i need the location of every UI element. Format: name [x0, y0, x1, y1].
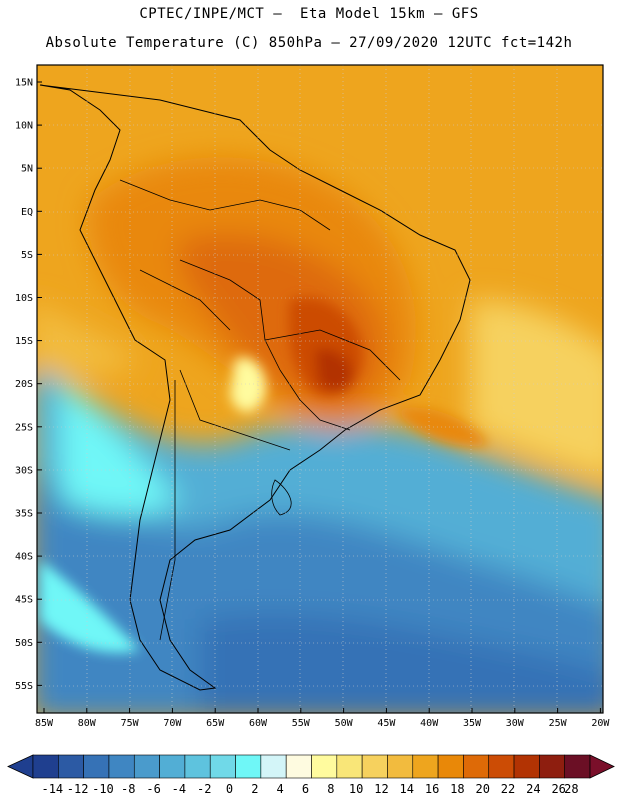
colorbar-label: 12	[374, 782, 389, 796]
lon-label: 50W	[335, 718, 354, 729]
chart-subtitle: Absolute Temperature (C) 850hPa – 27/09/…	[45, 35, 573, 51]
lat-label: 40S	[15, 552, 33, 563]
colorbar-swatch	[235, 754, 262, 779]
latitude-axis: 15N 10N 5N EQ 5S 10S 15S 20S 25S 30S 35S 40S 45S 50S 5…	[15, 78, 42, 692]
colorbar-swatch	[58, 754, 84, 779]
colorbar-label: 0	[225, 782, 234, 796]
colorbar-label: 8	[327, 782, 335, 796]
lat-label: 15N	[15, 78, 33, 89]
colorbar-max-arrow	[589, 754, 615, 779]
longitude-axis: 85W 80W 75W 70W 65W 60W 55W 50W 45W 40W 35W 30W 25W 2…	[35, 708, 610, 729]
colorbar-swatch	[285, 754, 312, 779]
lon-label: 55W	[292, 718, 311, 729]
colorbar-min-arrow	[7, 754, 34, 779]
lon-label: 20W	[591, 718, 610, 729]
colorbar-swatch	[108, 754, 135, 779]
colorbar-label: 14	[399, 782, 414, 796]
lat-label: 25S	[15, 422, 33, 433]
lat-label: 50S	[15, 638, 33, 649]
lon-label: 80W	[78, 718, 97, 729]
chart-title: CPTEC/INPE/MCT – Eta Model 15km – GFS	[139, 6, 479, 22]
colorbar-swatch	[437, 754, 464, 779]
colorbar-swatch	[564, 754, 591, 779]
map-frame	[36, 64, 604, 714]
lon-label: 25W	[549, 718, 568, 729]
colorbar-label: -12	[66, 782, 89, 796]
lat-label: 45S	[15, 595, 33, 606]
colorbar-label: 10	[348, 782, 364, 796]
colorbar-label: -6	[146, 782, 161, 796]
colorbar-label: -4	[171, 782, 187, 796]
lat-label: 55S	[15, 681, 33, 692]
colorbar-label: -10	[92, 782, 114, 796]
lat-label: 5N	[21, 164, 33, 175]
lon-label: 85W	[35, 718, 54, 729]
lat-label: 20S	[15, 379, 33, 390]
colorbar-swatch	[513, 754, 540, 779]
colorbar-label: 26	[551, 782, 566, 796]
lon-label: 70W	[163, 718, 182, 729]
colorbar-label: 18	[450, 782, 465, 796]
colorbar	[7, 754, 615, 779]
colorbar-swatch	[387, 754, 414, 779]
colorbar-label: 20	[475, 782, 490, 796]
colorbar-swatch	[361, 754, 388, 779]
temperature-field	[37, 65, 603, 713]
lon-label: 65W	[206, 718, 225, 729]
colorbar-swatch	[159, 754, 186, 779]
colorbar-swatch	[133, 754, 160, 779]
colorbar-label: 22	[500, 782, 516, 796]
lon-label: 40W	[420, 718, 439, 729]
lon-label: 30W	[506, 718, 525, 729]
colorbar-swatch	[539, 754, 565, 779]
lat-label: 10S	[15, 293, 33, 304]
colorbar-swatch	[311, 754, 338, 779]
colorbar-label: 6	[301, 782, 310, 796]
lat-label: 30S	[15, 465, 33, 476]
lat-label: 10N	[15, 121, 33, 132]
lat-label: 35S	[15, 509, 33, 520]
colorbar-swatch	[412, 754, 439, 779]
colorbar-label: 4	[276, 782, 284, 796]
colorbar-label: -8	[121, 782, 136, 796]
colorbar-swatch	[209, 754, 236, 779]
colorbar-swatch	[83, 754, 110, 779]
colorbar-swatch	[260, 754, 287, 779]
lon-label: 75W	[121, 718, 140, 729]
colorbar-label: 2	[251, 782, 259, 796]
colorbar-label: 24	[526, 782, 541, 796]
lat-label: EQ	[21, 207, 33, 218]
lat-label: 15S	[15, 336, 33, 347]
colorbar-swatch	[336, 754, 363, 779]
colorbar-label: 28	[564, 782, 579, 796]
colorbar-swatch	[184, 754, 211, 779]
colorbar-label: -2	[196, 782, 212, 796]
lon-label: 45W	[377, 718, 396, 729]
colorbar-swatch	[488, 754, 515, 779]
colorbar-label: 16	[424, 782, 440, 796]
colorbar-swatch	[32, 754, 59, 779]
lon-label: 60W	[249, 718, 268, 729]
lon-label: 35W	[463, 718, 482, 729]
colorbar-swatch	[463, 754, 490, 779]
lat-label: 5S	[21, 250, 33, 261]
colorbar-label: -14	[41, 782, 64, 796]
